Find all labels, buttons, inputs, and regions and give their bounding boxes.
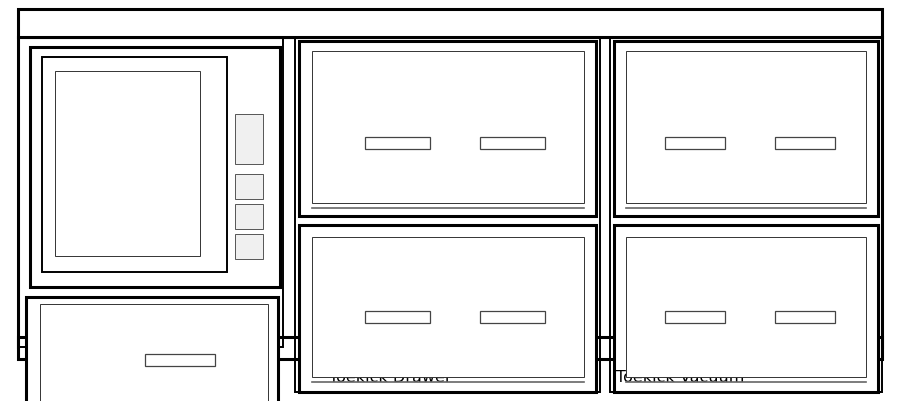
Bar [626,52,866,203]
Bar [235,115,263,164]
Bar [30,48,280,287]
Bar [775,138,835,150]
Text: Toekick Vacuum: Toekick Vacuum [616,370,744,385]
Bar [145,354,215,366]
Bar [55,72,200,256]
Bar [614,225,878,392]
Bar [614,42,878,217]
Bar [235,174,263,200]
Bar [295,38,600,392]
Bar [299,42,596,217]
Bar [235,205,263,229]
Bar [26,297,278,401]
Bar [365,138,430,150]
Bar [312,237,584,377]
Bar [665,138,725,150]
Bar [299,225,596,392]
Bar [480,138,545,150]
Bar [775,311,835,323]
Bar [18,38,283,347]
Bar [610,38,882,392]
Bar [365,311,430,323]
Bar [480,311,545,323]
Bar [235,235,263,259]
Bar [18,10,882,38]
Bar [18,38,882,347]
Bar [18,337,882,359]
Bar [40,304,268,401]
Bar [626,237,866,377]
Bar [665,311,725,323]
Bar [42,58,227,272]
Bar [312,52,584,203]
Text: Toekick Drawer: Toekick Drawer [328,370,451,385]
